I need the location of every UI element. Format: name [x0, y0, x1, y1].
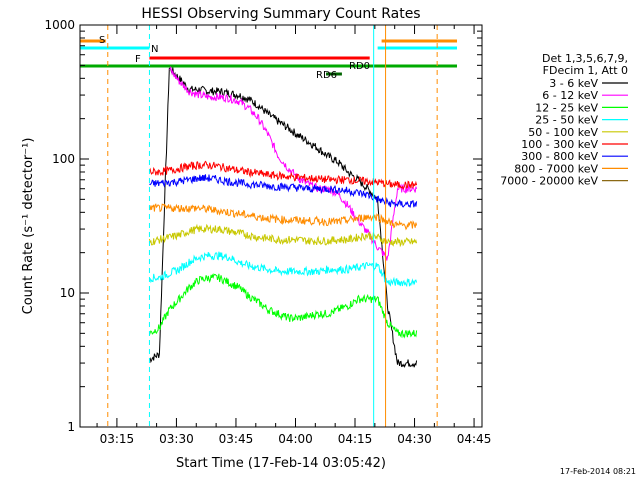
series-line	[148, 203, 418, 231]
y-tick-label: 10	[60, 286, 75, 300]
x-tick-label: 04:45	[457, 432, 492, 446]
chart-title: HESSI Observing Summary Count Rates	[141, 6, 420, 22]
flag-label-rd6: RD6	[316, 70, 337, 81]
x-tick-label: 04:30	[397, 432, 432, 446]
flag-label-f: F	[135, 54, 141, 65]
flag-label-s: S	[99, 35, 105, 46]
y-tick-label: 1	[67, 420, 75, 434]
y-axis-ticks: 1 10 100 1000	[44, 18, 482, 434]
legend-entry-label: 300 - 800 keV	[521, 150, 598, 163]
legend-entry-label: 6 - 12 keV	[542, 89, 598, 102]
y-tick-label: 1000	[44, 18, 75, 32]
series-line	[149, 174, 418, 209]
x-axis-ticks: 03:15 03:30 03:45 04:00 04:15 04:30 04:45	[96, 25, 492, 446]
legend-header: FDecim 1, Att 0	[543, 64, 628, 77]
series-line	[169, 65, 418, 261]
legend-entry-label: 25 - 50 keV	[535, 114, 598, 127]
flag-bars: S NF RD0 RD6	[80, 35, 457, 81]
y-axis-label: Count Rate (s⁻¹ detector⁻¹)	[21, 138, 36, 315]
flag-label-n: N	[151, 44, 158, 55]
x-tick-label: 04:00	[278, 432, 313, 446]
legend-entry-label: 3 - 6 keV	[549, 77, 598, 90]
legend-entry-label: 100 - 300 keV	[521, 138, 598, 151]
legend-entry-label: 50 - 100 keV	[528, 126, 598, 139]
series-line	[148, 223, 418, 248]
x-tick-label: 03:15	[100, 432, 135, 446]
legend-entry-label: 12 - 25 keV	[535, 101, 598, 114]
legend-entry-label: 800 - 7000 keV	[514, 162, 598, 175]
legend: Det 1,3,5,6,7,9,FDecim 1, Att 03 - 6 keV…	[500, 52, 628, 188]
series-lines	[148, 65, 418, 368]
plot-frame	[79, 24, 483, 428]
x-tick-label: 04:15	[338, 432, 373, 446]
x-tick-label: 03:30	[159, 432, 194, 446]
series-line	[149, 251, 418, 288]
series-line	[149, 67, 418, 368]
timestamp: 17-Feb-2014 08:21	[560, 467, 636, 476]
legend-header: Det 1,3,5,6,7,9,	[542, 52, 628, 65]
series-line	[148, 273, 418, 339]
x-tick-label: 03:45	[219, 432, 254, 446]
series-line	[148, 160, 418, 190]
y-tick-label: 100	[52, 152, 75, 166]
vertical-markers	[107, 25, 438, 427]
legend-entry-label: 7000 - 20000 keV	[500, 175, 598, 188]
flag-label-rd0: RD0	[349, 61, 370, 72]
x-axis-label: Start Time (17-Feb-14 03:05:42)	[176, 456, 386, 471]
